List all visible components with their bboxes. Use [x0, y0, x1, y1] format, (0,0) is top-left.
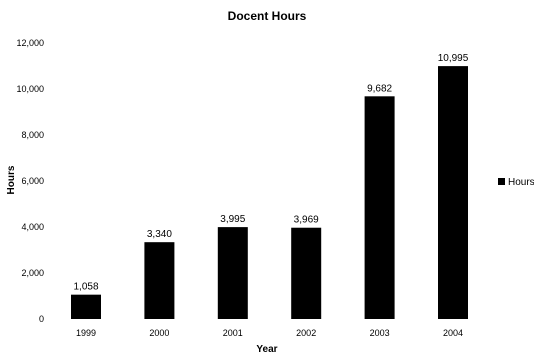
y-axis-ticks: 0 2,000 4,000 6,000 8,000 10,000 12,000 — [16, 38, 44, 324]
legend-label: Hours — [508, 177, 534, 188]
y-tick-label: 4,000 — [21, 222, 44, 232]
x-axis-ticks: 1999 2000 2001 2002 2003 2004 — [76, 328, 463, 338]
chart-title: Docent Hours — [228, 9, 307, 23]
data-label-2003: 9,682 — [367, 83, 392, 94]
x-tick-label-2001: 2001 — [223, 328, 243, 338]
y-tick-label: 10,000 — [16, 84, 44, 94]
bar-2002 — [291, 227, 322, 319]
bar-2001 — [217, 227, 248, 319]
y-tick-label: 12,000 — [16, 38, 44, 48]
x-tick-label-2000: 2000 — [149, 328, 169, 338]
legend: Hours — [498, 177, 534, 188]
bar-2003 — [364, 96, 395, 320]
data-label-1999: 1,058 — [73, 282, 98, 293]
data-label-2001: 3,995 — [220, 214, 245, 225]
bar-2000 — [144, 242, 175, 319]
x-tick-label-2004: 2004 — [443, 328, 463, 338]
data-label-2002: 3,969 — [294, 215, 319, 226]
bar-2004 — [438, 66, 468, 320]
x-tick-label-1999: 1999 — [76, 328, 96, 338]
x-tick-label-2003: 2003 — [370, 328, 390, 338]
data-label-2004: 10,995 — [438, 53, 469, 64]
y-tick-label: 6,000 — [21, 176, 44, 186]
y-axis-title: Hours — [6, 165, 17, 194]
bar-1999 — [71, 294, 101, 319]
data-labels: 1,058 3,340 3,995 3,969 9,682 10,995 — [73, 53, 468, 293]
y-tick-label: 0 — [39, 314, 44, 324]
x-tick-label-2002: 2002 — [296, 328, 316, 338]
data-label-2000: 3,340 — [147, 229, 172, 240]
legend-swatch — [498, 178, 505, 185]
y-tick-label: 2,000 — [21, 268, 44, 278]
bars — [71, 66, 468, 320]
x-axis-title: Year — [256, 344, 277, 355]
y-tick-label: 8,000 — [21, 130, 44, 140]
